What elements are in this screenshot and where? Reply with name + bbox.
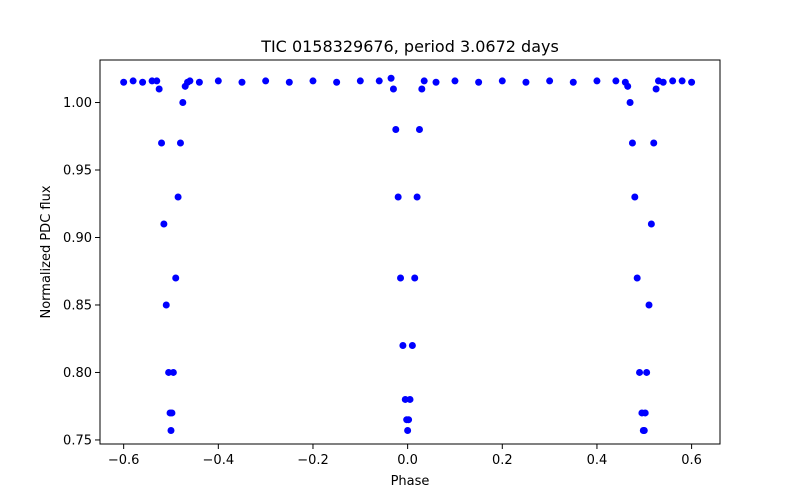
data-point — [451, 77, 459, 85]
data-point — [636, 368, 644, 376]
data-point — [475, 78, 483, 86]
x-tick-label: 0.0 — [397, 453, 418, 468]
data-point — [640, 427, 648, 434]
data-point — [631, 193, 639, 201]
data-point — [179, 99, 187, 107]
data-point — [415, 126, 423, 134]
data-point — [633, 274, 641, 282]
data-point — [569, 78, 577, 86]
data-point — [406, 395, 414, 403]
data-point — [522, 78, 530, 86]
data-point — [546, 77, 554, 85]
data-point — [405, 416, 413, 424]
data-point — [262, 77, 270, 85]
data-point — [162, 301, 170, 309]
data-point — [333, 78, 341, 86]
y-tick-label: 0.75 — [63, 433, 92, 448]
x-axis-label: Phase — [391, 474, 430, 489]
data-point — [641, 409, 649, 417]
data-point — [172, 274, 180, 282]
data-point — [174, 193, 182, 201]
data-point — [411, 274, 419, 282]
data-point — [626, 99, 634, 107]
data-point — [356, 77, 364, 85]
y-tick-label: 0.85 — [63, 298, 92, 313]
data-point — [285, 78, 293, 86]
data-point — [413, 193, 421, 201]
x-tick-label: −0.6 — [108, 453, 140, 468]
data-point — [389, 85, 397, 93]
data-point — [408, 341, 416, 349]
data-point — [394, 193, 402, 201]
data-point — [420, 77, 428, 85]
data-point — [624, 82, 632, 90]
data-point — [397, 274, 405, 282]
y-tick-label: 0.95 — [63, 164, 92, 179]
data-point — [129, 77, 137, 85]
y-tick-label: 0.90 — [63, 231, 92, 246]
data-point — [309, 77, 317, 85]
x-tick-label: 0.4 — [587, 453, 608, 468]
data-point — [645, 301, 653, 309]
data-point — [155, 85, 163, 93]
data-point — [669, 77, 677, 85]
data-point — [195, 78, 203, 86]
data-point — [643, 368, 651, 376]
chart-title: TIC 0158329676, period 3.0672 days — [260, 37, 559, 56]
x-tick-label: 0.6 — [681, 453, 702, 468]
x-axis: −0.6 −0.4 −0.2 0.0 0.2 0.4 0.6 — [108, 444, 702, 468]
data-point — [404, 427, 412, 434]
data-point — [167, 427, 175, 434]
x-tick-label: −0.2 — [297, 453, 329, 468]
data-point — [650, 139, 658, 147]
data-point — [214, 77, 222, 85]
data-point — [498, 77, 506, 85]
data-point — [120, 78, 128, 86]
data-point — [628, 139, 636, 147]
data-point — [160, 220, 168, 228]
x-tick-label: −0.4 — [203, 453, 235, 468]
data-point — [238, 78, 246, 86]
data-point — [432, 78, 440, 86]
y-tick-label: 0.80 — [63, 366, 92, 381]
plot-frame — [99, 59, 721, 445]
data-point — [688, 78, 696, 86]
data-point — [399, 341, 407, 349]
data-point — [375, 77, 383, 85]
data-point — [153, 77, 161, 85]
data-point — [168, 409, 176, 417]
data-point — [652, 85, 660, 93]
data-point — [176, 139, 184, 147]
data-point — [678, 77, 686, 85]
y-axis: 0.75 0.80 0.85 0.90 0.95 1.00 — [63, 96, 100, 448]
data-point — [418, 85, 426, 93]
data-point — [659, 78, 667, 86]
data-point — [169, 368, 177, 376]
data-point — [392, 126, 400, 134]
data-point — [139, 78, 147, 86]
data-point — [647, 220, 655, 228]
data-point — [593, 77, 601, 85]
data-point — [186, 77, 194, 85]
data-points — [120, 74, 696, 434]
x-tick-label: 0.2 — [492, 453, 513, 468]
y-tick-label: 1.00 — [63, 96, 92, 111]
data-point — [612, 77, 620, 85]
y-axis-label: Normalized PDC flux — [39, 185, 54, 318]
data-point — [387, 74, 395, 82]
data-point — [158, 139, 166, 147]
